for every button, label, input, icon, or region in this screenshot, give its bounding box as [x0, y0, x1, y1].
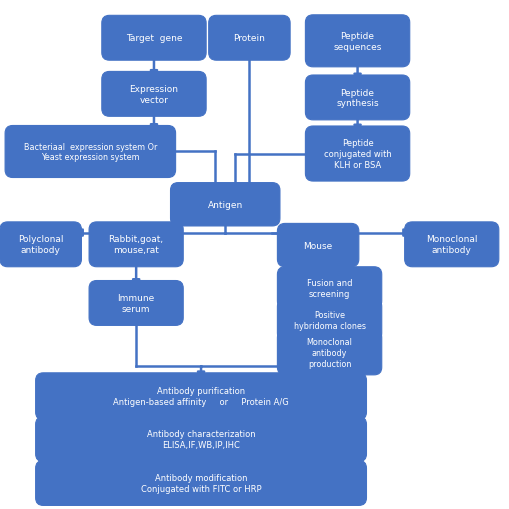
FancyBboxPatch shape — [305, 16, 410, 68]
FancyBboxPatch shape — [277, 267, 382, 309]
FancyBboxPatch shape — [305, 76, 410, 121]
FancyBboxPatch shape — [36, 461, 366, 505]
FancyBboxPatch shape — [89, 281, 183, 326]
Text: Antibody purification
Antigen-based affinity     or     Protein A/G: Antibody purification Antigen-based affi… — [113, 387, 289, 406]
FancyBboxPatch shape — [5, 126, 176, 178]
Text: Monoclonal
antibody
production: Monoclonal antibody production — [306, 337, 353, 368]
FancyBboxPatch shape — [36, 417, 366, 462]
Text: Bacteriaal  expression system Or
Yeast expression system: Bacteriaal expression system Or Yeast ex… — [23, 143, 157, 162]
Text: Polyclonal
antibody: Polyclonal antibody — [18, 235, 64, 254]
Text: Monoclonal
antibody: Monoclonal antibody — [426, 235, 477, 254]
Text: Antigen: Antigen — [208, 201, 243, 209]
Text: Peptide
synthesis: Peptide synthesis — [336, 89, 379, 108]
Text: Peptide
sequences: Peptide sequences — [333, 32, 382, 51]
FancyBboxPatch shape — [102, 72, 206, 117]
FancyBboxPatch shape — [405, 222, 499, 267]
FancyBboxPatch shape — [209, 16, 290, 61]
FancyBboxPatch shape — [0, 222, 81, 267]
Text: Fusion and
screening: Fusion and screening — [307, 278, 352, 298]
Text: Mouse: Mouse — [303, 241, 333, 250]
Text: Positive
hybridoma clones: Positive hybridoma clones — [294, 310, 365, 330]
Text: Target  gene: Target gene — [126, 34, 182, 43]
FancyBboxPatch shape — [305, 127, 410, 182]
FancyBboxPatch shape — [89, 222, 183, 267]
FancyBboxPatch shape — [36, 373, 366, 420]
Text: Immune
serum: Immune serum — [118, 294, 155, 313]
FancyBboxPatch shape — [102, 16, 206, 61]
Text: Rabbit,goat,
mouse,rat: Rabbit,goat, mouse,rat — [108, 235, 164, 254]
Text: Peptide
conjugated with
KLH or BSA: Peptide conjugated with KLH or BSA — [324, 139, 391, 169]
Text: Antibody modification
Conjugated with FITC or HRP: Antibody modification Conjugated with FI… — [141, 473, 261, 493]
Text: Protein: Protein — [234, 34, 265, 43]
Text: Expression
vector: Expression vector — [129, 85, 179, 104]
Text: Antibody characterization
ELISA,IF,WB,IP,IHC: Antibody characterization ELISA,IF,WB,IP… — [147, 430, 256, 449]
FancyBboxPatch shape — [277, 224, 359, 267]
FancyBboxPatch shape — [171, 183, 280, 227]
FancyBboxPatch shape — [277, 330, 382, 375]
FancyBboxPatch shape — [277, 299, 382, 341]
